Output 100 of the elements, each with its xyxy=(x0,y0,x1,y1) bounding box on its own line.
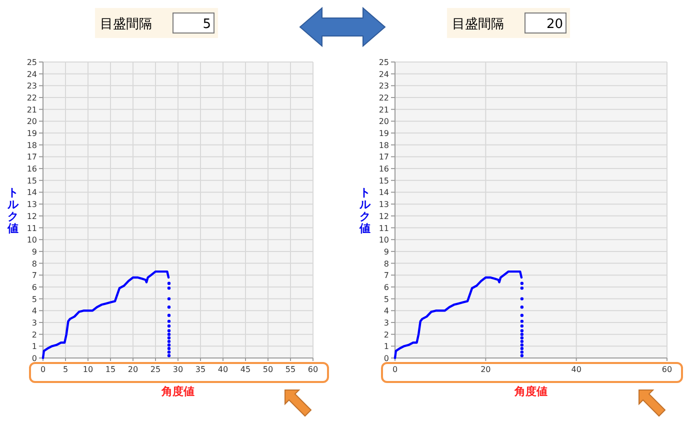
point xyxy=(167,343,171,347)
y-tick-label: 13 xyxy=(378,200,389,210)
x-tick-label: 20 xyxy=(128,365,138,374)
point xyxy=(520,329,524,332)
y-tick-label: 8 xyxy=(32,259,37,268)
y-tick-label: 17 xyxy=(378,152,389,162)
x-tick-label: 60 xyxy=(308,365,318,374)
point xyxy=(167,320,171,323)
y-tick-label: 3 xyxy=(32,318,37,328)
text: 20 xyxy=(546,17,563,32)
y-tick-label: 10 xyxy=(378,236,389,245)
y-tick-label: 25 xyxy=(26,58,37,67)
y-tick-label: 16 xyxy=(26,164,37,174)
y-tick-label: 4 xyxy=(384,306,389,316)
x-tick-label: 15 xyxy=(105,365,116,374)
y-tick-label: 5 xyxy=(32,294,37,304)
y-tick-label: 15 xyxy=(26,176,37,186)
y-tick-label: 6 xyxy=(384,282,389,292)
y-tick-label: 2 xyxy=(32,330,37,340)
y-tick-label: 5 xyxy=(384,294,389,304)
point xyxy=(520,282,524,286)
y-tick-label: 23 xyxy=(26,82,37,91)
x-tick-label: 40 xyxy=(218,365,228,374)
y-tick-label: 10 xyxy=(26,236,37,245)
y-tick-label: 25 xyxy=(378,58,389,67)
point xyxy=(167,324,171,328)
point xyxy=(167,350,171,354)
y-tick-label: 7 xyxy=(32,271,37,280)
x-tick-label: 50 xyxy=(262,365,274,374)
y-tick-label: 19 xyxy=(378,129,389,138)
y-tick-label: 16 xyxy=(378,164,389,174)
y-tick-label: 24 xyxy=(26,70,37,79)
y-axis-title: トルク値 xyxy=(358,186,372,235)
point xyxy=(167,314,171,317)
x-tick-label: 35 xyxy=(195,365,206,374)
point xyxy=(520,286,524,290)
y-tick-label: 11 xyxy=(26,224,37,233)
point xyxy=(167,297,171,300)
y-tick-label: 1 xyxy=(32,342,37,352)
point xyxy=(520,346,524,350)
y-tick-label: 7 xyxy=(384,271,389,280)
y-tick-label: 14 xyxy=(378,188,389,198)
y-tick-label: 13 xyxy=(26,200,37,210)
y-tick-label: 9 xyxy=(32,247,37,256)
text: 目盛間隔 xyxy=(100,17,152,32)
y-tick-label: 17 xyxy=(26,152,37,162)
x-tick-label: 40 xyxy=(571,365,582,374)
point xyxy=(167,329,171,332)
point xyxy=(167,354,171,358)
y-tick-label: 21 xyxy=(378,105,389,114)
point xyxy=(520,314,524,317)
point xyxy=(167,286,171,290)
point xyxy=(167,305,171,309)
point xyxy=(520,350,524,354)
x-axis-title: 角度値 xyxy=(514,385,548,398)
point xyxy=(520,305,524,309)
y-tick-label: 0 xyxy=(384,354,389,363)
y-tick-label: 20 xyxy=(26,117,37,126)
y-tick-label: 0 xyxy=(32,354,37,363)
point xyxy=(520,297,524,300)
point xyxy=(520,336,524,340)
point xyxy=(520,324,524,328)
point xyxy=(520,320,524,323)
line-series xyxy=(394,270,523,360)
y-axis-title: トルク値 xyxy=(6,186,20,235)
x-tick-label: 25 xyxy=(150,365,161,374)
text: 目盛間隔 xyxy=(452,17,504,32)
y-tick-label: 18 xyxy=(26,140,37,150)
point xyxy=(520,332,524,336)
x-tick-label: 5 xyxy=(62,365,68,374)
y-tick-label: 3 xyxy=(384,318,389,328)
x-tick-label: 60 xyxy=(662,365,672,374)
y-tick-label: 6 xyxy=(32,282,37,292)
y-tick-label: 24 xyxy=(378,70,389,79)
y-tick-label: 8 xyxy=(384,259,389,268)
y-tick-label: 1 xyxy=(384,342,389,352)
text: 5 xyxy=(202,17,211,32)
x-tick-label: 10 xyxy=(82,365,94,374)
y-tick-label: 21 xyxy=(26,105,37,114)
x-axis-title: 角度値 xyxy=(160,385,194,398)
point xyxy=(167,332,171,336)
x-tick-label: 55 xyxy=(285,365,296,374)
point xyxy=(520,354,524,358)
y-tick-label: 9 xyxy=(384,247,389,256)
y-tick-label: 11 xyxy=(378,224,389,233)
point xyxy=(520,340,524,344)
y-tick-label: 12 xyxy=(378,212,389,221)
y-tick-label: 18 xyxy=(378,140,389,150)
point xyxy=(520,343,524,347)
x-tick-label: 45 xyxy=(240,365,251,374)
x-tick-label: 20 xyxy=(480,365,491,374)
y-tick-label: 14 xyxy=(26,188,37,198)
line-series xyxy=(42,270,170,360)
x-tick-label: 0 xyxy=(40,365,46,374)
y-tick-label: 20 xyxy=(378,117,389,126)
point xyxy=(167,340,171,344)
y-tick-label: 12 xyxy=(26,212,37,221)
y-tick-label: 22 xyxy=(378,94,389,103)
point xyxy=(167,282,171,286)
y-tick-label: 4 xyxy=(32,306,37,316)
